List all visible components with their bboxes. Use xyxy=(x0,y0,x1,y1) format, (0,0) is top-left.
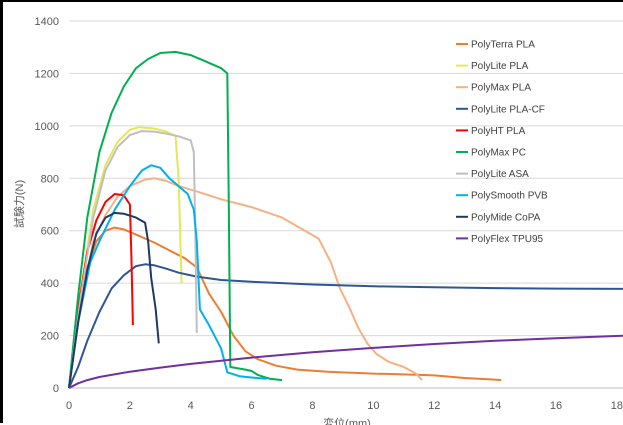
series-line xyxy=(68,263,623,389)
x-tick-label: 16 xyxy=(550,400,562,412)
x-tick-label: 14 xyxy=(489,400,501,412)
y-tick-label: 800 xyxy=(41,173,59,185)
series-line xyxy=(68,226,502,389)
x-tick-label: 6 xyxy=(249,400,255,412)
series-lines xyxy=(68,50,623,389)
legend-label: PolyLite PLA-CF xyxy=(471,104,545,115)
legend-label: PolyMide CoPA xyxy=(471,212,541,223)
y-axis-title: 試験力(N) xyxy=(12,180,26,228)
legend-label: PolyTerra PLA xyxy=(471,40,535,51)
x-tick-label: 10 xyxy=(367,400,379,412)
series-line xyxy=(68,130,198,389)
series-line xyxy=(68,334,623,389)
y-tick-label: 1200 xyxy=(35,68,59,80)
legend-label: PolyLite PLA xyxy=(471,61,529,72)
x-tick-label: 12 xyxy=(428,400,440,412)
series-line xyxy=(68,164,267,389)
y-tick-label: 400 xyxy=(41,278,59,290)
x-tick-label: 18 xyxy=(611,400,623,412)
legend-label: PolyLite ASA xyxy=(471,169,529,180)
x-axis-title: 変位(mm) xyxy=(323,416,371,425)
y-tick-label: 1000 xyxy=(35,121,59,133)
y-tick-label: 0 xyxy=(53,383,59,395)
grid-lines xyxy=(69,20,623,337)
series-line xyxy=(68,50,283,389)
series-line xyxy=(68,126,183,389)
legend-label: PolyMax PC xyxy=(471,148,526,159)
chart-svg: 0 200 400 600 800 1000 1200 1400 0 2 4 6 8 10 12 14 16 18… xyxy=(12,16,623,425)
legend-label: PolyMax PLA xyxy=(471,83,531,94)
x-tick-label: 2 xyxy=(127,400,133,412)
x-tick-label: 8 xyxy=(309,400,315,412)
axes: 0 200 400 600 800 1000 1200 1400 0 2 4 6 8 10 12 14 16 18 xyxy=(35,16,623,412)
legend-label: PolySmooth PVB xyxy=(471,191,548,202)
legend-label: PolyHT PLA xyxy=(471,126,526,137)
x-tick-label: 0 xyxy=(66,400,72,412)
series-line xyxy=(68,211,160,389)
y-tick-label: 200 xyxy=(41,331,59,343)
legend-label: PolyFlex TPU95 xyxy=(471,234,544,245)
y-tick-label: 600 xyxy=(41,226,59,238)
legend: PolyTerra PLA PolyLite PLA PolyMax PLA Poly… xyxy=(456,40,548,245)
x-tick-label: 4 xyxy=(188,400,194,412)
y-tick-label: 1400 xyxy=(35,16,59,28)
